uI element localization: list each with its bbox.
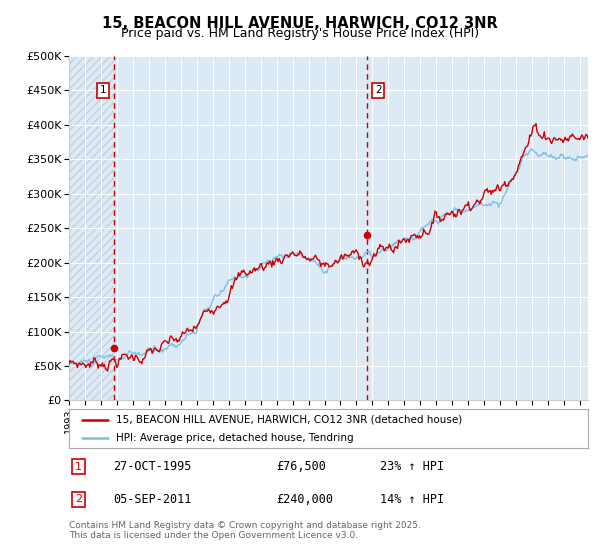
Text: 14% ↑ HPI: 14% ↑ HPI xyxy=(380,493,445,506)
Text: 15, BEACON HILL AVENUE, HARWICH, CO12 3NR: 15, BEACON HILL AVENUE, HARWICH, CO12 3N… xyxy=(102,16,498,31)
Text: Price paid vs. HM Land Registry's House Price Index (HPI): Price paid vs. HM Land Registry's House … xyxy=(121,27,479,40)
Text: £240,000: £240,000 xyxy=(277,493,334,506)
Text: £76,500: £76,500 xyxy=(277,460,326,473)
Text: 1: 1 xyxy=(75,461,82,472)
Text: 2: 2 xyxy=(75,494,82,505)
Text: 1: 1 xyxy=(100,86,106,95)
Text: 15, BEACON HILL AVENUE, HARWICH, CO12 3NR (detached house): 15, BEACON HILL AVENUE, HARWICH, CO12 3N… xyxy=(116,415,462,425)
Text: 2: 2 xyxy=(375,86,382,95)
Text: Contains HM Land Registry data © Crown copyright and database right 2025.
This d: Contains HM Land Registry data © Crown c… xyxy=(69,521,421,540)
Text: 27-OCT-1995: 27-OCT-1995 xyxy=(113,460,191,473)
Text: HPI: Average price, detached house, Tendring: HPI: Average price, detached house, Tend… xyxy=(116,433,353,443)
Text: 05-SEP-2011: 05-SEP-2011 xyxy=(113,493,191,506)
Text: 23% ↑ HPI: 23% ↑ HPI xyxy=(380,460,445,473)
Polygon shape xyxy=(69,56,114,400)
